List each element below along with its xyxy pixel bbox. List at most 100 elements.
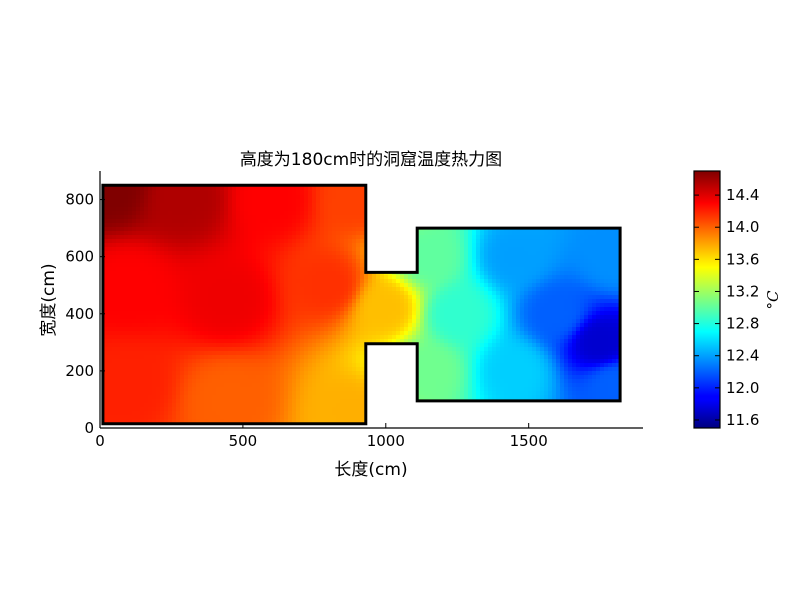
heatmap-cell xyxy=(208,251,213,256)
heatmap-cell xyxy=(524,215,529,220)
heatmap-cell xyxy=(412,291,417,296)
heatmap-cell xyxy=(564,311,569,316)
heatmap-cell xyxy=(252,307,257,312)
heatmap-cell xyxy=(264,331,269,336)
heatmap-cell xyxy=(368,263,373,268)
heatmap-cell xyxy=(604,315,609,320)
heatmap-cell xyxy=(156,219,161,224)
heatmap-cell xyxy=(308,219,313,224)
heatmap-cell xyxy=(584,283,589,288)
heatmap-cell xyxy=(584,243,589,248)
heatmap-cell xyxy=(244,299,249,304)
heatmap-cell xyxy=(592,203,597,208)
heatmap-cell xyxy=(468,267,473,272)
heatmap-cell xyxy=(476,199,481,204)
heatmap-cell xyxy=(332,279,337,284)
heatmap-cell xyxy=(172,323,177,328)
heatmap-cell xyxy=(376,207,381,212)
heatmap-cell xyxy=(448,295,453,300)
heatmap-cell xyxy=(112,279,117,284)
heatmap-cell xyxy=(132,271,137,276)
heatmap-cell xyxy=(396,199,401,204)
heatmap-cell xyxy=(232,267,237,272)
heatmap-cell xyxy=(260,295,265,300)
heatmap-cell xyxy=(588,195,593,200)
heatmap-cell xyxy=(440,295,445,300)
heatmap-cell xyxy=(524,259,529,264)
heatmap-cell xyxy=(208,287,213,292)
heatmap-cell xyxy=(116,203,121,208)
heatmap-cell xyxy=(312,279,317,284)
heatmap-cell xyxy=(528,207,533,212)
heatmap-cell xyxy=(296,247,301,252)
heatmap-cell xyxy=(456,195,461,200)
heatmap-cell xyxy=(392,235,397,240)
heatmap-cell xyxy=(220,207,225,212)
heatmap-cell xyxy=(508,303,513,308)
heatmap-cell xyxy=(516,187,521,192)
heatmap-cell xyxy=(380,185,385,188)
heatmap-cell xyxy=(352,275,357,280)
heatmap-cell xyxy=(212,239,217,244)
heatmap-cell xyxy=(392,307,397,312)
heatmap-cell xyxy=(456,287,461,292)
heatmap-cell xyxy=(252,263,257,268)
heatmap-cell xyxy=(564,327,569,332)
heatmap-cell xyxy=(252,211,257,216)
heatmap-cell xyxy=(156,187,161,192)
heatmap-cell xyxy=(496,243,501,248)
heatmap-cell xyxy=(600,307,605,312)
heatmap-cell xyxy=(156,243,161,248)
heatmap-cell xyxy=(324,203,329,208)
heatmap-cell xyxy=(456,235,461,240)
heatmap-cell xyxy=(268,191,273,196)
heatmap-cell xyxy=(368,303,373,308)
heatmap-cell xyxy=(428,191,433,196)
heatmap-cell xyxy=(376,191,381,196)
heatmap-cell xyxy=(588,303,593,308)
heatmap-cell xyxy=(260,259,265,264)
heatmap-cell xyxy=(216,299,221,304)
heatmap-cell xyxy=(136,267,141,272)
heatmap-cell xyxy=(292,287,297,292)
heatmap-cell xyxy=(160,247,165,252)
heatmap-cell xyxy=(160,255,165,260)
heatmap-cell xyxy=(196,291,201,296)
heatmap-cell xyxy=(392,255,397,260)
heatmap-cell xyxy=(540,267,545,272)
heatmap-cell xyxy=(184,259,189,264)
heatmap-cell xyxy=(272,287,277,292)
heatmap-cell xyxy=(116,315,121,320)
heatmap-cell xyxy=(412,187,417,192)
heatmap-cell xyxy=(352,251,357,256)
heatmap-cell xyxy=(480,307,485,312)
heatmap-cell xyxy=(360,207,365,212)
heatmap-cell xyxy=(152,195,157,200)
heatmap-cell xyxy=(396,323,401,328)
heatmap-cell xyxy=(128,303,133,308)
heatmap-cell xyxy=(128,267,133,272)
heatmap-cell xyxy=(464,291,469,296)
heatmap-cell xyxy=(332,271,337,276)
heatmap-cell xyxy=(360,191,365,196)
heatmap-cell xyxy=(200,295,205,300)
heatmap-cell xyxy=(488,219,493,224)
heatmap-cell xyxy=(276,319,281,324)
heatmap-cell xyxy=(528,319,533,324)
heatmap-cell xyxy=(444,299,449,304)
heatmap-cell xyxy=(436,239,441,244)
heatmap-cell xyxy=(332,283,337,288)
heatmap-cell xyxy=(244,259,249,264)
heatmap-cell xyxy=(136,307,141,312)
heatmap-cell xyxy=(408,191,413,196)
heatmap-cell xyxy=(320,275,325,280)
heatmap-cell xyxy=(344,199,349,204)
heatmap-cell xyxy=(272,299,277,304)
heatmap-cell xyxy=(256,187,261,192)
heatmap-cell xyxy=(244,247,249,252)
heatmap-cell xyxy=(256,287,261,292)
heatmap-cell xyxy=(204,283,209,288)
heatmap-cell xyxy=(172,299,177,304)
heatmap-cell xyxy=(228,247,233,252)
heatmap-cell xyxy=(308,299,313,304)
